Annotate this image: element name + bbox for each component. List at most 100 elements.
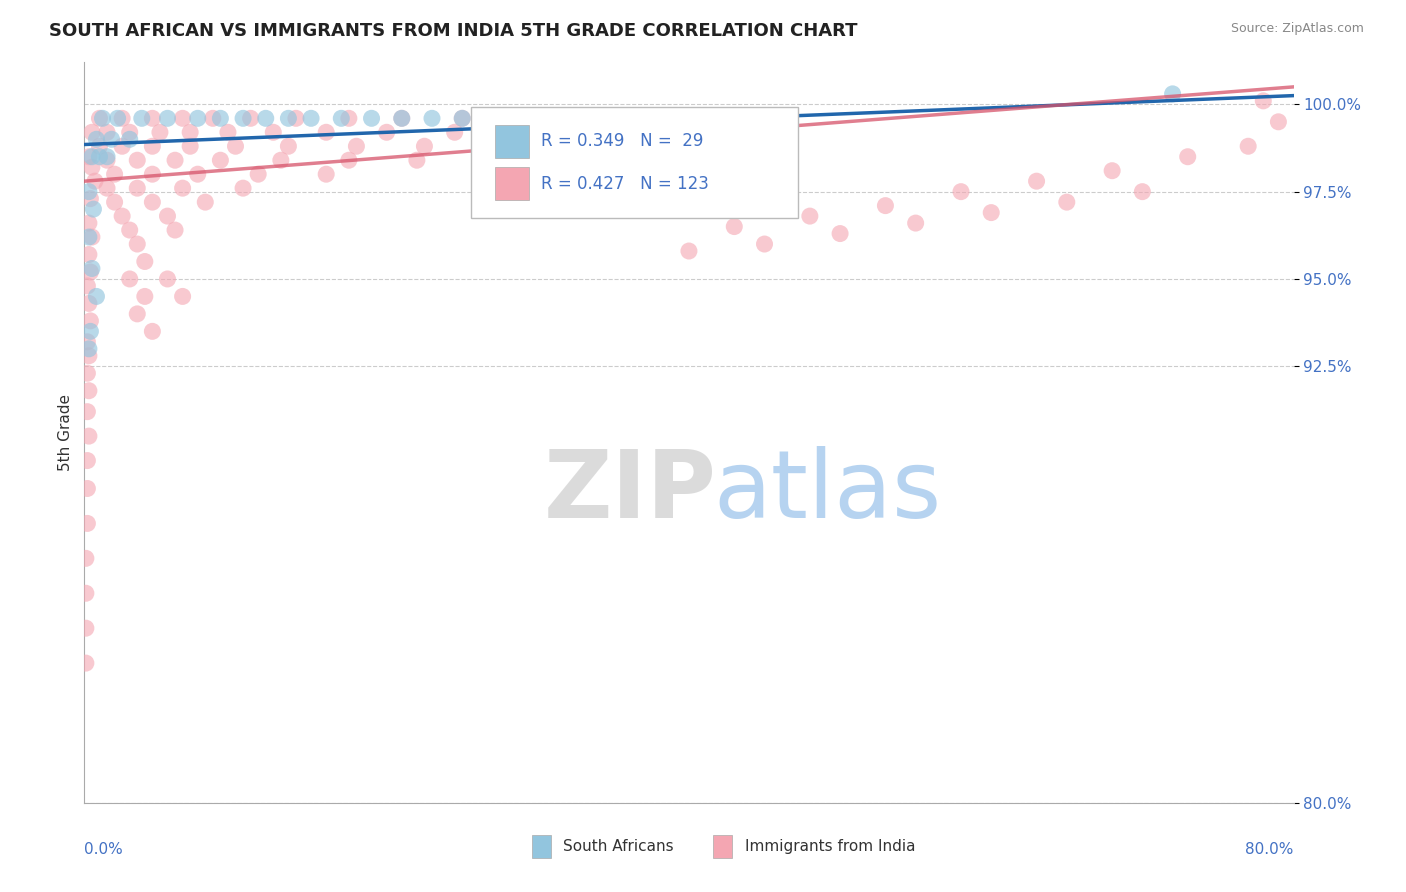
Point — [315, 167, 337, 181]
Point — [80, 150, 103, 164]
Point — [141, 139, 163, 153]
Text: Source: ZipAtlas.com: Source: ZipAtlas.com — [1230, 22, 1364, 36]
Point — [217, 125, 239, 139]
Point — [443, 125, 465, 139]
Point — [77, 230, 100, 244]
Point — [118, 223, 141, 237]
Point — [187, 167, 209, 181]
Point — [270, 153, 292, 168]
Point — [346, 139, 368, 153]
Point — [104, 167, 127, 181]
Text: SOUTH AFRICAN VS IMMIGRANTS FROM INDIA 5TH GRADE CORRELATION CHART: SOUTH AFRICAN VS IMMIGRANTS FROM INDIA 5… — [49, 22, 858, 40]
Point — [104, 195, 127, 210]
Point — [89, 112, 111, 126]
Point — [76, 405, 98, 419]
Point — [179, 125, 201, 139]
Point — [678, 244, 700, 258]
Point — [79, 324, 101, 338]
Point — [127, 181, 149, 195]
Point — [648, 112, 671, 126]
Point — [1056, 195, 1078, 210]
Point — [165, 223, 187, 237]
Point — [980, 205, 1002, 219]
Text: 0.0%: 0.0% — [84, 842, 124, 856]
Text: Immigrants from India: Immigrants from India — [745, 839, 915, 854]
Point — [375, 125, 398, 139]
Point — [77, 247, 100, 261]
FancyBboxPatch shape — [471, 107, 797, 218]
Point — [315, 125, 337, 139]
Point — [82, 202, 104, 216]
Point — [277, 112, 299, 126]
Point — [79, 265, 101, 279]
Point — [77, 384, 100, 398]
Point — [201, 112, 224, 126]
Point — [127, 307, 149, 321]
Point — [79, 192, 101, 206]
Point — [134, 254, 156, 268]
Point — [141, 112, 163, 126]
Point — [77, 429, 100, 443]
Point — [76, 482, 98, 496]
Point — [330, 112, 353, 126]
Bar — [495, 125, 529, 158]
Point — [209, 153, 232, 168]
Point — [723, 219, 745, 234]
Point — [111, 209, 134, 223]
Point — [75, 586, 97, 600]
Point — [77, 216, 100, 230]
Point — [277, 139, 299, 153]
Point — [420, 112, 443, 126]
Point — [96, 150, 118, 164]
Point — [91, 112, 114, 126]
Point — [572, 112, 595, 126]
Point — [1267, 115, 1289, 129]
Point — [413, 139, 436, 153]
Point — [86, 289, 108, 303]
Point — [262, 125, 284, 139]
Point — [76, 279, 98, 293]
Text: 80.0%: 80.0% — [1246, 842, 1294, 856]
Point — [118, 125, 141, 139]
Point — [754, 237, 776, 252]
Point — [156, 272, 179, 286]
Point — [76, 334, 98, 349]
Point — [76, 366, 98, 380]
Point — [100, 132, 122, 146]
Point — [86, 132, 108, 146]
Point — [830, 227, 852, 241]
Point — [141, 167, 163, 181]
Point — [156, 112, 179, 126]
Text: atlas: atlas — [713, 446, 942, 538]
Point — [391, 112, 413, 126]
Point — [76, 453, 98, 467]
Y-axis label: 5th Grade: 5th Grade — [58, 394, 73, 471]
Point — [84, 174, 107, 188]
Point — [89, 150, 111, 164]
Point — [1237, 139, 1260, 153]
Point — [75, 656, 97, 670]
Point — [75, 621, 97, 635]
Text: South Africans: South Africans — [564, 839, 673, 854]
Point — [254, 112, 277, 126]
Point — [111, 139, 134, 153]
Text: ZIP: ZIP — [544, 446, 717, 538]
Point — [96, 153, 118, 168]
Point — [80, 160, 103, 174]
Point — [156, 209, 179, 223]
Point — [80, 230, 103, 244]
Point — [172, 181, 194, 195]
Point — [80, 125, 103, 139]
Bar — [531, 835, 551, 858]
Point — [172, 112, 194, 126]
Point — [194, 195, 217, 210]
Point — [360, 112, 382, 126]
Point — [75, 551, 97, 566]
Point — [134, 289, 156, 303]
Point — [118, 132, 141, 146]
Point — [141, 195, 163, 210]
Point — [80, 261, 103, 276]
Point — [1177, 150, 1199, 164]
Point — [391, 112, 413, 126]
Point — [247, 167, 270, 181]
